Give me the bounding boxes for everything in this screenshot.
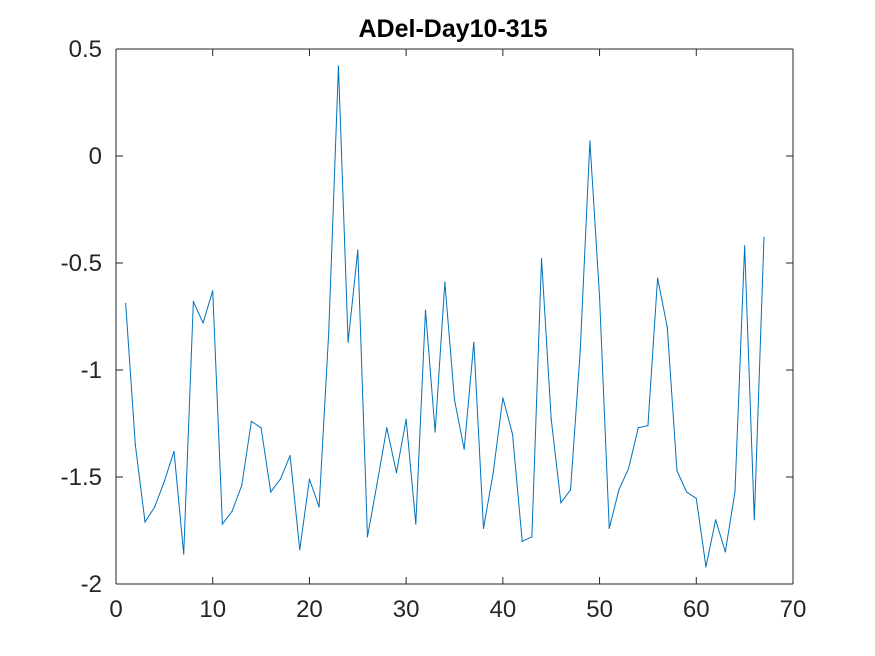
y-tick-label: -0.5 <box>61 250 102 277</box>
data-point <box>192 300 194 303</box>
data-point <box>550 418 552 420</box>
data-point <box>540 258 543 260</box>
x-tick-label: 60 <box>683 596 710 623</box>
data-point <box>395 472 398 474</box>
chart-title: ADel-Day10-315 <box>359 15 548 43</box>
x-tick-label: 10 <box>199 596 226 623</box>
axes: 0 10 20 30 40 50 60 70 0.5 0 -0.5 -1 -1.5 -2 <box>61 36 807 623</box>
data-point <box>715 519 717 521</box>
data-point <box>279 478 282 480</box>
x-tick-label: 40 <box>490 596 517 623</box>
data-point <box>144 521 146 523</box>
data-point <box>753 519 755 521</box>
y-tick-label: 0 <box>89 143 102 170</box>
data-point <box>405 418 407 420</box>
data-point <box>299 549 301 551</box>
data-point <box>608 527 610 529</box>
data-point <box>492 472 494 474</box>
data-point <box>212 290 214 292</box>
data-point <box>221 523 223 525</box>
data-point <box>434 431 436 433</box>
data-point <box>453 399 456 401</box>
data-point <box>560 502 562 504</box>
data-point <box>308 478 311 480</box>
data-point <box>744 245 746 247</box>
data-point <box>695 497 697 499</box>
data-point <box>415 523 417 525</box>
data-point <box>260 427 262 429</box>
data-point <box>125 303 127 305</box>
data-point <box>154 506 156 508</box>
data-point <box>618 489 620 491</box>
data-point <box>183 553 185 555</box>
data-point <box>511 433 514 435</box>
data-point <box>598 296 601 298</box>
data-point <box>686 491 688 493</box>
data-point <box>763 236 765 238</box>
x-tick-label: 70 <box>780 596 807 623</box>
data-point <box>657 277 659 279</box>
x-tick-label: 50 <box>586 596 613 623</box>
data-point <box>134 444 136 446</box>
data-point <box>734 491 736 493</box>
y-tick-label: -1 <box>81 357 102 384</box>
data-point <box>627 467 630 470</box>
data-point <box>463 448 465 450</box>
data-point <box>337 65 340 67</box>
data-point <box>250 420 252 422</box>
data-point <box>482 527 485 529</box>
data-point <box>676 469 678 472</box>
x-tick-label: 20 <box>296 596 323 623</box>
data-point <box>444 281 446 283</box>
data-point <box>637 427 639 429</box>
data-point <box>318 506 320 508</box>
data-point <box>705 566 707 568</box>
data-point <box>579 350 581 352</box>
data-point <box>173 450 175 452</box>
data-point <box>589 140 591 142</box>
data-point <box>386 427 388 429</box>
x-tick-label: 0 <box>109 596 122 623</box>
data-point <box>502 397 504 399</box>
data-point <box>270 491 272 493</box>
data-point <box>521 540 523 542</box>
data-point <box>647 425 649 427</box>
data-point <box>424 309 427 311</box>
data-point <box>473 341 475 343</box>
data-point <box>241 484 243 487</box>
data-point <box>231 510 233 512</box>
data-series <box>125 65 765 568</box>
data-point <box>376 482 378 485</box>
y-tick-label: 0.5 <box>69 36 102 63</box>
data-point <box>163 480 165 482</box>
data-point <box>366 536 369 538</box>
data-point <box>724 551 726 553</box>
data-point <box>357 249 359 251</box>
data-point <box>289 455 291 457</box>
data-point <box>666 326 668 328</box>
data-point <box>202 322 204 324</box>
x-tick-label: 30 <box>393 596 420 623</box>
data-point <box>569 489 572 491</box>
y-tick-label: -2 <box>81 571 102 598</box>
y-tick-label: -1.5 <box>61 464 102 491</box>
plot-area <box>116 49 793 584</box>
data-point <box>347 341 349 343</box>
data-point <box>328 330 330 333</box>
data-point <box>531 536 533 538</box>
